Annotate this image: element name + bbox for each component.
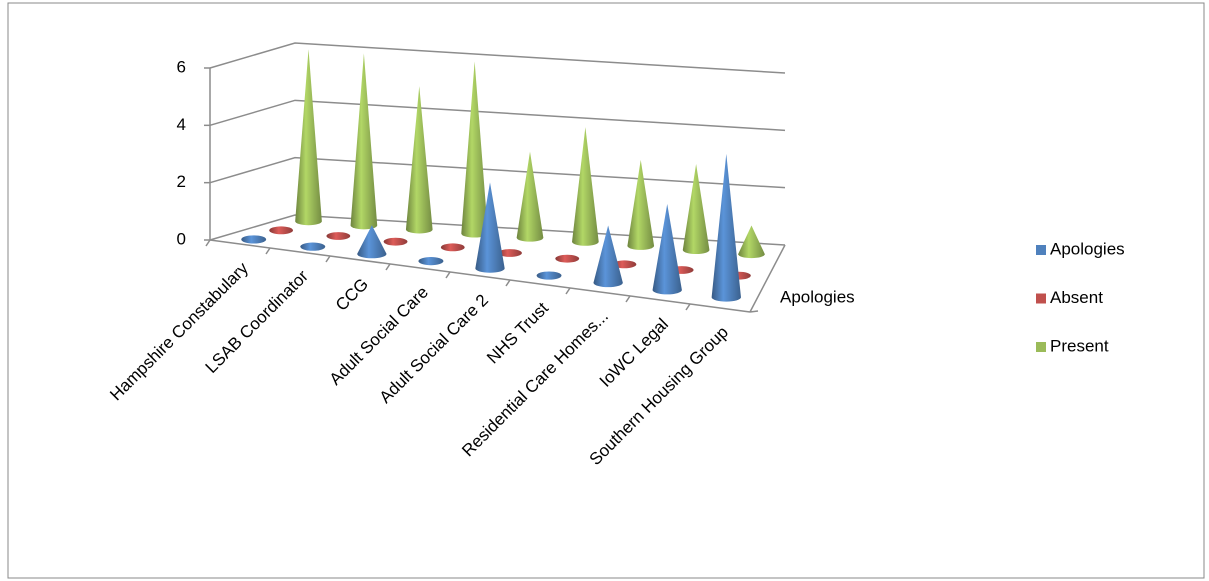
legend-label: Apologies bbox=[1050, 239, 1125, 258]
cone bbox=[475, 182, 505, 273]
cone bbox=[627, 159, 655, 250]
cone bbox=[516, 151, 544, 242]
y-tick-label: 2 bbox=[177, 172, 186, 191]
cone bbox=[572, 127, 599, 246]
x-tick-mark bbox=[685, 303, 691, 311]
cone bbox=[711, 153, 741, 302]
x-tick-mark bbox=[505, 279, 511, 287]
cone bbox=[350, 53, 378, 230]
cone-base bbox=[536, 271, 562, 280]
cone bbox=[593, 225, 623, 288]
grid-line bbox=[209, 42, 786, 74]
cone bbox=[738, 225, 765, 259]
depth-tick-label: Apologies bbox=[780, 287, 855, 306]
cone-base bbox=[440, 243, 465, 252]
x-tick-mark bbox=[265, 247, 271, 255]
cone-base bbox=[300, 242, 326, 251]
grid-line bbox=[209, 214, 786, 246]
x-tick-mark bbox=[625, 295, 631, 303]
depth-axis-line bbox=[749, 244, 786, 313]
cone bbox=[461, 61, 488, 238]
cone-base bbox=[326, 232, 351, 240]
grid-line bbox=[209, 156, 786, 189]
cone bbox=[357, 225, 387, 259]
cone-base bbox=[383, 237, 408, 246]
legend-swatch bbox=[1036, 293, 1046, 304]
x-tick-mark bbox=[565, 287, 571, 295]
cone-base bbox=[555, 254, 580, 263]
legend-swatch bbox=[1036, 342, 1046, 352]
legend-label: Present bbox=[1050, 336, 1109, 355]
x-tick-mark bbox=[325, 255, 331, 263]
cone bbox=[295, 49, 322, 226]
cone-base bbox=[241, 235, 267, 244]
cone bbox=[652, 204, 682, 295]
x-tick-mark bbox=[385, 263, 391, 271]
y-tick-label: 0 bbox=[177, 229, 186, 248]
y-tick-label: 4 bbox=[177, 115, 186, 134]
cone bbox=[682, 164, 710, 254]
cone-base bbox=[498, 249, 522, 257]
cone bbox=[405, 86, 433, 234]
depth-tick-mark bbox=[749, 310, 759, 313]
chart-border bbox=[7, 2, 1205, 579]
legend-label: Absent bbox=[1050, 288, 1103, 307]
y-tick-label: 6 bbox=[177, 57, 186, 76]
grid-line bbox=[209, 99, 786, 132]
cone-base bbox=[269, 226, 294, 235]
x-tick-mark bbox=[205, 239, 211, 247]
legend-swatch bbox=[1036, 245, 1046, 255]
cone-base bbox=[418, 257, 444, 266]
x-tick-mark bbox=[445, 271, 451, 279]
x-axis-line bbox=[209, 239, 751, 313]
